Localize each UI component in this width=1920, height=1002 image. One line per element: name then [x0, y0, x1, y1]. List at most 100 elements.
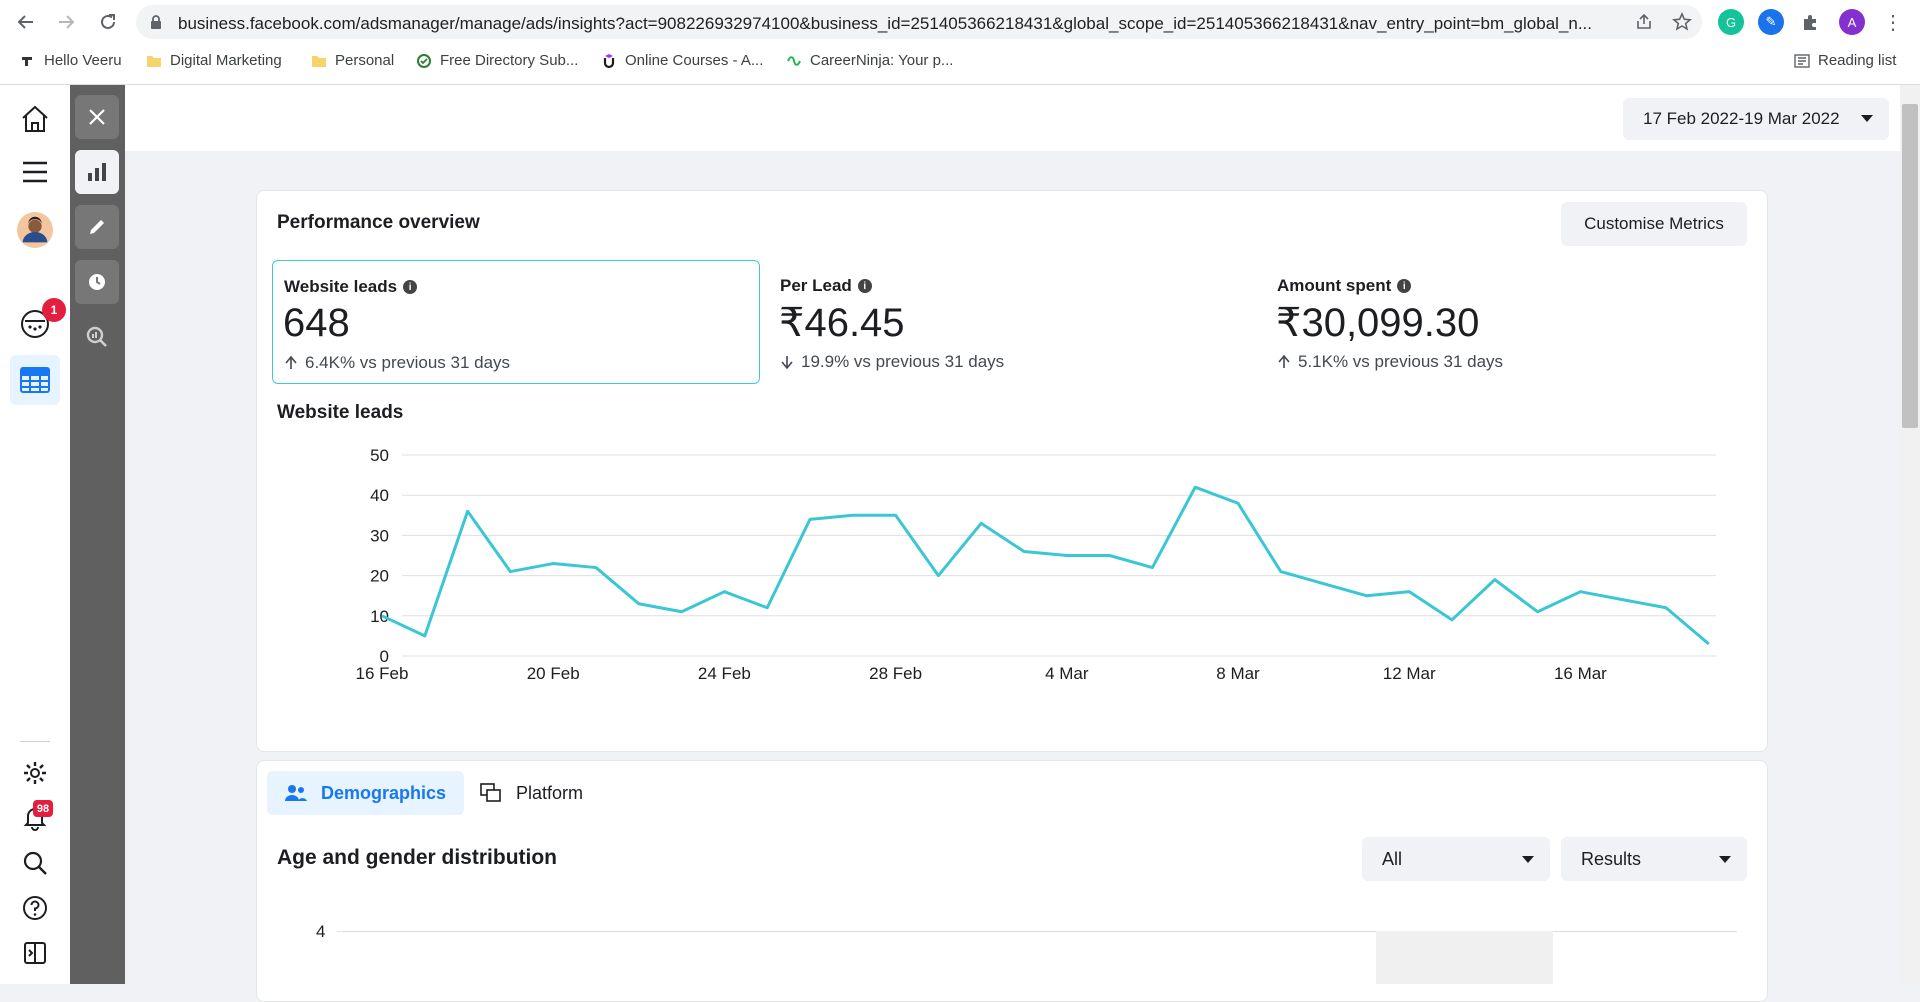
tab-label: Demographics [321, 782, 447, 803]
data-point[interactable] [1407, 590, 1411, 594]
x-tick-label: 4 Mar [1045, 664, 1089, 683]
bookmarks-bar: Hello Veeru Digital Marketing Personal F… [0, 44, 1920, 85]
data-point[interactable] [1621, 598, 1625, 602]
forward-icon[interactable] [54, 10, 78, 34]
bookmark-label: Digital Marketing [170, 52, 282, 69]
data-point[interactable] [423, 634, 427, 638]
scrollbar-thumb[interactable] [1902, 104, 1918, 428]
data-point[interactable] [722, 590, 726, 594]
bookmark-item[interactable]: Personal [311, 52, 394, 69]
profile-avatar[interactable]: A [1839, 9, 1865, 35]
data-point[interactable] [1108, 554, 1112, 558]
date-range-picker[interactable]: 17 Feb 2022-19 Mar 2022 [1623, 98, 1889, 140]
advertiser-icon[interactable] [17, 306, 53, 342]
people-icon [285, 785, 307, 801]
collapse-sidebar-icon[interactable] [17, 935, 53, 971]
y-tick-label: 40 [370, 486, 389, 505]
close-icon[interactable] [75, 95, 119, 139]
history-clock-icon[interactable] [75, 260, 119, 304]
reading-list-icon [1794, 53, 1810, 68]
grammarly-icon[interactable]: G [1718, 9, 1744, 35]
data-point[interactable] [466, 509, 470, 513]
data-point[interactable] [1236, 501, 1240, 505]
bookmark-item[interactable]: CareerNinja: Your p... [786, 52, 953, 69]
browser-menu-icon[interactable]: ⋮ [1883, 11, 1903, 34]
data-point[interactable] [808, 517, 812, 521]
x-tick-label: 8 Mar [1216, 664, 1260, 683]
data-point[interactable] [851, 513, 855, 517]
customise-metrics-button[interactable]: Customise Metrics [1561, 202, 1747, 246]
lock-icon [151, 15, 161, 29]
data-point[interactable] [979, 521, 983, 525]
y-tick-label: 20 [370, 567, 389, 586]
data-point[interactable] [1065, 554, 1069, 558]
metric-per-lead[interactable]: Per Lead i ₹46.45 19.9% vs previous 31 da… [769, 260, 1257, 384]
star-icon[interactable] [1672, 12, 1692, 32]
reload-icon[interactable] [96, 10, 120, 34]
series-line[interactable] [381, 485, 1710, 646]
data-point[interactable] [1450, 618, 1454, 622]
data-point[interactable] [1578, 590, 1582, 594]
compass-extension-icon[interactable]: ✎ [1758, 9, 1784, 35]
data-point[interactable] [1150, 566, 1154, 570]
address-bar[interactable]: business.facebook.com/adsmanager/manage/… [136, 5, 1702, 39]
data-point[interactable] [1707, 642, 1711, 646]
data-point[interactable] [1536, 610, 1540, 614]
bookmark-item[interactable]: Digital Marketing [146, 52, 282, 69]
data-point[interactable] [1493, 578, 1497, 582]
extensions-puzzle-icon[interactable] [1798, 9, 1824, 35]
data-point[interactable] [894, 513, 898, 517]
data-point[interactable] [1279, 570, 1283, 574]
bookmark-item[interactable]: Online Courses - A... [601, 52, 763, 69]
data-point[interactable] [1664, 606, 1668, 610]
help-icon[interactable] [17, 890, 53, 926]
all-tools-menu-icon[interactable] [17, 154, 53, 190]
age-chart-gridline [337, 931, 1737, 932]
data-point[interactable] [594, 566, 598, 570]
edit-pencil-icon[interactable] [75, 205, 119, 249]
data-point[interactable] [1364, 594, 1368, 598]
data-point[interactable] [1322, 582, 1326, 586]
settings-gear-icon[interactable] [17, 755, 53, 791]
metric-label: Amount spent [1277, 276, 1392, 295]
metric-amount-spent[interactable]: Amount spent i ₹30,099.30 5.1K% vs previo… [1266, 260, 1754, 384]
account-avatar[interactable] [17, 212, 53, 248]
info-icon[interactable]: i [403, 280, 418, 294]
data-point[interactable] [637, 602, 641, 606]
y-tick-label: 0 [380, 647, 389, 666]
bookmark-item[interactable]: Hello Veeru [20, 52, 122, 69]
age-chart-tick: 4 [316, 922, 326, 941]
share-icon[interactable] [1634, 12, 1654, 32]
data-point[interactable] [1022, 549, 1026, 553]
tab-platform[interactable]: Platform [462, 771, 601, 815]
audience-filter-dropdown[interactable]: All [1362, 837, 1550, 881]
back-icon[interactable] [14, 10, 38, 34]
metric-dropdown[interactable]: Results [1561, 837, 1747, 881]
data-point[interactable] [508, 570, 512, 574]
metric-comparison: 19.9% vs previous 31 days [801, 352, 1005, 371]
url-text: business.facebook.com/adsmanager/manage/… [178, 14, 1593, 33]
data-point[interactable] [551, 562, 555, 566]
inspect-search-icon[interactable] [75, 315, 119, 359]
info-icon[interactable]: i [1397, 279, 1412, 293]
ads-manager-table-icon[interactable] [10, 355, 60, 405]
search-icon[interactable] [17, 845, 53, 881]
tab-label: Platform [516, 782, 584, 803]
insights-chart-icon[interactable] [75, 150, 119, 194]
x-tick-label: 16 Mar [1554, 664, 1607, 683]
info-icon[interactable]: i [857, 279, 872, 293]
x-tick-label: 28 Feb [869, 664, 922, 683]
data-point[interactable] [1193, 485, 1197, 489]
home-icon[interactable] [17, 101, 53, 137]
tab-demographics[interactable]: Demographics [267, 771, 465, 815]
reading-list-button[interactable]: Reading list [1794, 52, 1896, 69]
y-tick-label: 30 [370, 526, 389, 545]
bookmark-item[interactable]: Free Directory Sub... [416, 52, 578, 69]
bookmark-label: Online Courses - A... [625, 52, 764, 69]
metric-value: ₹30,099.30 [1276, 301, 1480, 345]
data-point[interactable] [380, 614, 384, 618]
data-point[interactable] [936, 574, 940, 578]
data-point[interactable] [680, 610, 684, 614]
metric-website-leads[interactable]: Website leads i 648 6.4K% vs previous 31 … [272, 260, 760, 384]
data-point[interactable] [765, 606, 769, 610]
